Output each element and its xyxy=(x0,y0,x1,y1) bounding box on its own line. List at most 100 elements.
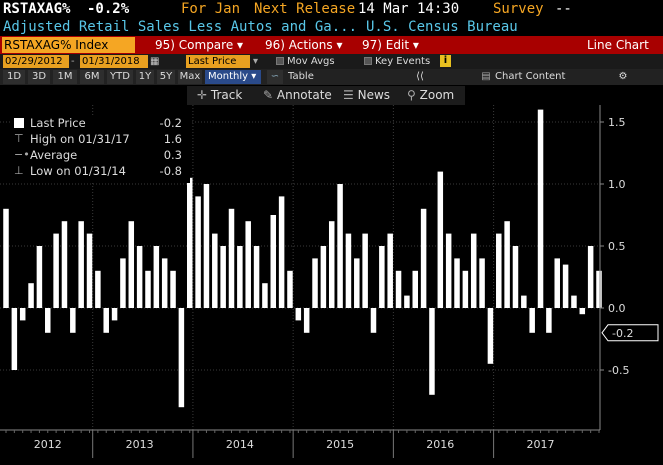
security-description: Adjusted Retail Sales Less Autos and Ga.… xyxy=(3,19,358,35)
line-chart-icon[interactable]: ∽ xyxy=(267,70,283,84)
bar xyxy=(529,308,535,333)
frequency-select[interactable]: Monthly ▾ xyxy=(205,70,261,84)
bar xyxy=(212,233,218,308)
compare-button[interactable]: 95) Compare ▾ xyxy=(155,36,243,54)
legend-value: 1.6 xyxy=(163,132,182,146)
edit-number: 97) xyxy=(362,38,382,52)
key-events-checkbox[interactable] xyxy=(364,57,372,65)
zoom-label: Zoom xyxy=(419,88,455,102)
chart-content-icon: ▤ xyxy=(481,71,491,82)
bar-chart[interactable]: -0.5 0.0 0.5 1.0 1.5 -0.2 2012 2013 2014 2015 2016… xyxy=(0,105,663,465)
x-tick-label: 2015 xyxy=(326,438,354,451)
bar xyxy=(337,184,343,308)
chevron-down-icon: ▾ xyxy=(237,38,244,52)
track-button[interactable]: ✛ Track xyxy=(197,86,242,105)
range-5y-button[interactable]: 5Y xyxy=(157,70,175,84)
chevron-down-icon: ▾ xyxy=(412,38,419,52)
gear-icon[interactable]: ⚙ xyxy=(618,71,628,82)
bar xyxy=(487,308,494,364)
range-1y-button[interactable]: 1Y xyxy=(136,70,154,84)
legend-last-price: Last Price -0.2 xyxy=(10,115,190,131)
range-max-button[interactable]: Max xyxy=(178,70,202,84)
info-icon[interactable]: i xyxy=(440,55,451,67)
bar xyxy=(387,233,393,308)
bar xyxy=(245,221,251,308)
bar xyxy=(178,308,185,408)
bar xyxy=(111,308,118,321)
bar xyxy=(237,246,243,308)
start-date-field[interactable]: 02/29/2012 xyxy=(3,55,69,68)
range-ytd-button[interactable]: YTD xyxy=(107,70,133,84)
compare-label: Compare xyxy=(178,38,234,52)
bar xyxy=(145,270,151,308)
edit-button[interactable]: 97) Edit ▾ xyxy=(362,36,419,54)
actions-label: Actions xyxy=(288,38,333,52)
bar xyxy=(262,283,268,308)
bar xyxy=(53,233,59,308)
ticker-header: RSTAXAG% -0.2% For Jan Next Release 14 M… xyxy=(0,0,663,19)
calendar-icon[interactable]: ▦ xyxy=(150,56,160,67)
bar xyxy=(70,308,76,333)
zoom-button[interactable]: ⚲ Zoom xyxy=(407,86,454,105)
range-1d-button[interactable]: 1D xyxy=(3,70,25,84)
x-tick-label: 2014 xyxy=(226,438,254,451)
range-1m-button[interactable]: 1M xyxy=(53,70,77,84)
bar xyxy=(512,246,519,308)
legend-value: -0.2 xyxy=(159,116,182,130)
end-date-field[interactable]: 01/31/2018 xyxy=(80,55,148,68)
bar xyxy=(303,308,310,333)
bar xyxy=(596,270,602,308)
bar xyxy=(379,246,385,308)
security-field[interactable]: RSTAXAG% Index xyxy=(2,37,135,53)
y-tick-label: 0.5 xyxy=(608,240,626,253)
bar xyxy=(270,215,277,308)
news-button[interactable]: ☰ News xyxy=(343,86,390,105)
y-tick-label: 0.0 xyxy=(608,302,626,315)
frequency-label: Monthly xyxy=(208,71,249,82)
bar xyxy=(278,196,285,308)
range-6m-button[interactable]: 6M xyxy=(80,70,104,84)
chevron-down-icon: ▾ xyxy=(251,71,257,82)
bar xyxy=(19,308,26,321)
bar xyxy=(370,308,377,333)
chart-bars xyxy=(3,109,602,408)
white-square-icon xyxy=(14,118,24,128)
description-line: Adjusted Retail Sales Less Autos and Ga.… xyxy=(0,18,663,36)
news-label: News xyxy=(357,88,391,102)
high-marker-icon: ⊤ xyxy=(14,132,24,145)
bar xyxy=(579,308,586,315)
chevron-down-icon: ▾ xyxy=(336,38,343,52)
annotate-button[interactable]: ✎ Annotate xyxy=(263,86,332,105)
key-events-label: Key Events xyxy=(375,56,431,67)
bar xyxy=(287,270,293,308)
collapse-left-icon[interactable]: ⟨⟨ xyxy=(416,71,424,82)
view-type-button[interactable]: Line Chart xyxy=(587,38,649,52)
range-3d-button[interactable]: 3D xyxy=(28,70,50,84)
x-tick-label: 2012 xyxy=(34,438,62,451)
bar xyxy=(345,233,352,308)
main-toolbar: RSTAXAG% Index 95) Compare ▾ 96) Actions… xyxy=(0,36,663,54)
bar xyxy=(161,258,168,308)
table-button[interactable]: Table xyxy=(288,70,338,84)
bar xyxy=(186,177,193,308)
bar xyxy=(320,246,327,308)
bar xyxy=(554,258,560,308)
actions-button[interactable]: 96) Actions ▾ xyxy=(265,36,342,54)
chart-legend[interactable]: Last Price -0.2 ⊤ High on 01/31/17 1.6 −… xyxy=(10,115,190,183)
bar xyxy=(362,233,368,308)
bar xyxy=(420,208,427,308)
bar xyxy=(312,258,318,308)
bar xyxy=(404,295,410,308)
bar xyxy=(120,258,126,308)
bar xyxy=(195,196,201,308)
chart-content-button[interactable]: Chart Content xyxy=(495,71,566,82)
bar xyxy=(11,308,18,370)
period-label: For Jan xyxy=(181,1,241,17)
mov-avgs-checkbox[interactable] xyxy=(276,57,284,65)
average-line-icon: −• xyxy=(14,148,30,161)
bar xyxy=(170,270,176,308)
price-field-select[interactable]: Last Price xyxy=(186,55,250,68)
chevron-down-icon[interactable]: ▾ xyxy=(253,56,259,67)
bar xyxy=(203,184,210,308)
low-marker-icon: ⊥ xyxy=(14,164,24,177)
